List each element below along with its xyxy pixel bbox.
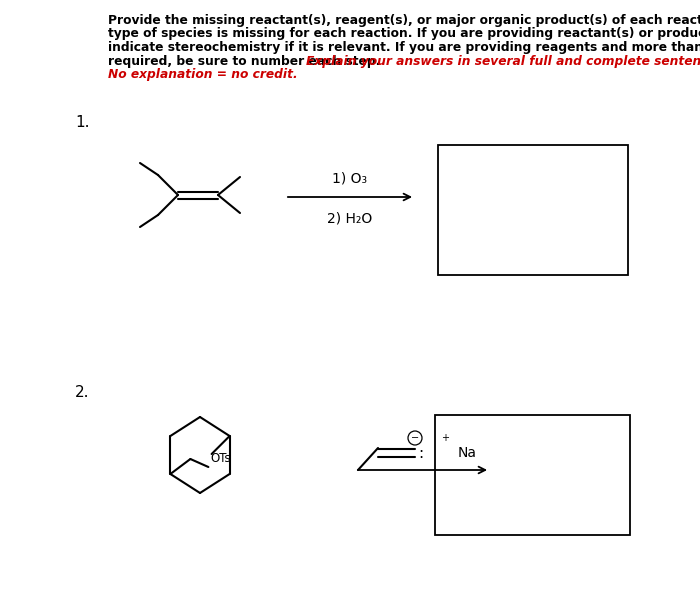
Text: Provide the missing reactant(s), reagent(s), or major organic product(s) of each: Provide the missing reactant(s), reagent… <box>108 14 700 27</box>
Text: −: − <box>411 433 419 443</box>
Text: Na: Na <box>458 446 477 460</box>
Text: indicate stereochemistry if it is relevant. If you are providing reagents and mo: indicate stereochemistry if it is releva… <box>108 41 700 54</box>
Text: No explanation = no credit.: No explanation = no credit. <box>108 68 298 81</box>
Text: Explain your answers in several full and complete sentences.: Explain your answers in several full and… <box>306 55 700 67</box>
Text: :: : <box>418 445 423 461</box>
Text: 1) O₃: 1) O₃ <box>332 171 368 185</box>
Text: 2) H₂O: 2) H₂O <box>328 211 372 225</box>
Bar <box>435 415 630 535</box>
Text: required, be sure to number each step.: required, be sure to number each step. <box>108 55 384 67</box>
Text: +: + <box>441 433 449 443</box>
Text: 2.: 2. <box>75 385 90 400</box>
Bar <box>438 145 628 275</box>
Text: type of species is missing for each reaction. If you are providing reactant(s) o: type of species is missing for each reac… <box>108 27 700 41</box>
Text: OTs: OTs <box>211 452 231 465</box>
Text: 1.: 1. <box>75 115 90 130</box>
